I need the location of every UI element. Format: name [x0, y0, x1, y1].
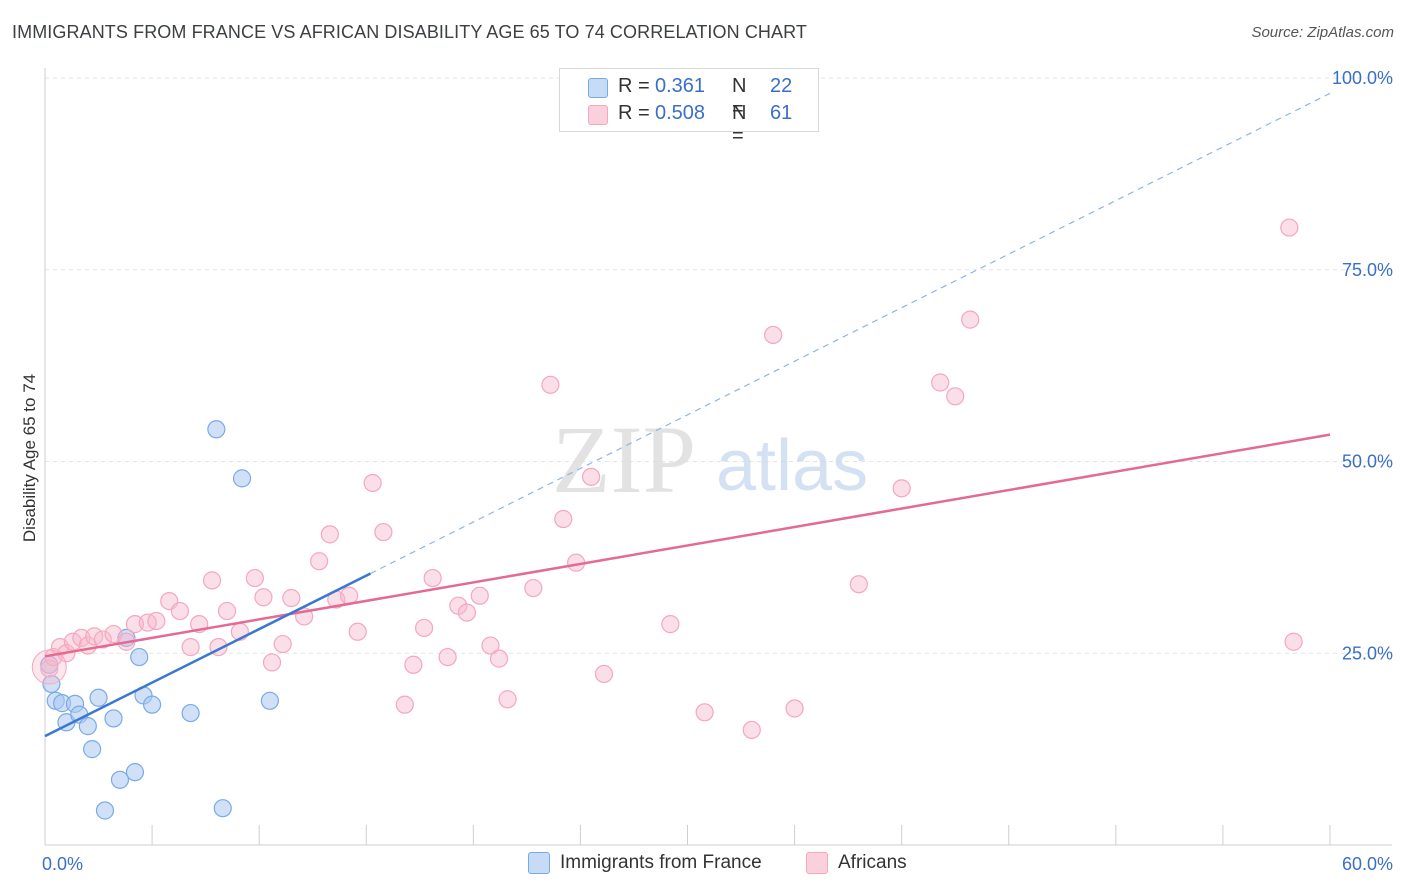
data-point-africans-cluster: [31, 649, 67, 685]
data-point-africans: [374, 522, 393, 542]
data-point-africans: [63, 632, 82, 651]
data-point-africans: [282, 588, 301, 608]
data-point-africans: [489, 649, 509, 668]
bottom-legend-swatch-africans: [806, 852, 828, 874]
trend-line-africans: [44, 433, 1331, 658]
data-point-africans: [217, 601, 237, 621]
data-point-africans: [310, 552, 329, 571]
grid-lines: [45, 77, 1392, 654]
data-point-africans: [320, 525, 339, 544]
data-point-africans: [438, 647, 457, 667]
data-point-france: [130, 647, 149, 667]
legend-r-label: R =: [618, 102, 650, 124]
data-point-france: [89, 688, 108, 707]
stats-legend: R = 0.361 N = 22 R = 0.508 N = 61: [559, 68, 819, 147]
data-point-africans: [785, 699, 804, 718]
data-point-africans: [273, 634, 292, 654]
legend-swatch-africans: [588, 105, 608, 125]
data-point-africans: [147, 611, 166, 631]
data-point-africans: [541, 375, 560, 394]
data-point-france: [78, 717, 97, 736]
bottom-legend-label-france: Immigrants from France: [560, 852, 762, 873]
y-tick-label: 50.0%: [1342, 452, 1393, 472]
data-point-africans: [849, 575, 868, 594]
data-point-africans: [1284, 632, 1303, 651]
data-point-africans: [961, 310, 980, 329]
bottom-legend-label-africans: Africans: [838, 852, 907, 873]
trend-line-france: [44, 572, 372, 738]
data-point-africans: [764, 325, 783, 345]
data-point-france: [142, 695, 162, 714]
x-tick-label: 60.0%: [1342, 854, 1393, 874]
data-point-africans: [363, 473, 382, 493]
y-tick-label: 75.0%: [1342, 260, 1393, 280]
data-point-france: [95, 801, 115, 820]
data-point-africans: [594, 664, 614, 684]
data-point-africans: [892, 479, 911, 498]
legend-n-value: 61: [770, 102, 793, 124]
data-point-africans: [423, 568, 442, 588]
data-point-africans: [554, 509, 573, 529]
legend-r-label: R =: [618, 75, 650, 97]
data-point-africans: [348, 622, 367, 641]
data-point-africans: [931, 373, 950, 392]
data-point-africans: [245, 568, 264, 588]
watermark: ZIP atlas: [552, 406, 868, 513]
tick-labels: 25.0% 50.0% 75.0% 100.0% 0.0% 60.0%: [42, 68, 1393, 874]
legend-n-label: N =: [732, 75, 747, 120]
series-france: [40, 420, 279, 820]
data-point-france: [232, 469, 252, 488]
data-point-france: [83, 740, 102, 759]
trend-extension-france: [370, 92, 1331, 575]
series: [31, 218, 1303, 820]
data-point-africans: [661, 615, 680, 634]
data-point-africans: [254, 588, 273, 607]
data-point-france: [207, 420, 226, 439]
data-point-france: [181, 703, 200, 723]
legend-r-value: 0.508: [655, 102, 706, 124]
axes: [44, 68, 1392, 846]
data-point-africans: [181, 638, 200, 657]
x-tick-label: 0.0%: [42, 854, 83, 874]
data-point-africans: [524, 578, 543, 598]
data-point-africans: [946, 387, 965, 406]
data-point-africans: [457, 603, 477, 622]
legend-n-value: 22: [770, 75, 793, 97]
data-point-africans: [40, 659, 59, 678]
source-note: Source: ZipAtlas.com: [1251, 24, 1394, 41]
legend-n-label: N =: [732, 102, 747, 147]
data-point-france: [125, 763, 145, 782]
data-point-africans: [481, 636, 500, 655]
data-point-africans: [395, 695, 414, 714]
data-point-france: [104, 709, 123, 728]
data-point-africans: [404, 655, 423, 674]
data-point-africans: [170, 601, 190, 621]
data-point-africans: [742, 720, 761, 740]
data-point-africans: [1280, 218, 1299, 237]
bottom-legend-swatch-france: [528, 852, 550, 874]
legend-r-value: 0.361: [655, 75, 706, 97]
data-point-africans: [93, 630, 112, 649]
series-africans: [40, 218, 1303, 740]
data-point-france: [260, 691, 279, 710]
chart-title: IMMIGRANTS FROM FRANCE VS AFRICAN DISABI…: [12, 22, 807, 42]
data-point-africans: [582, 467, 601, 486]
watermark-zip: ZIP: [552, 406, 696, 513]
data-point-africans: [414, 618, 434, 638]
y-tick-label: 25.0%: [1342, 643, 1393, 663]
watermark-atlas: atlas: [716, 426, 868, 506]
trend-lines: [44, 92, 1331, 738]
y-axis-label: Disability Age 65 to 74: [20, 374, 39, 542]
data-point-africans: [695, 703, 714, 722]
data-point-africans: [498, 690, 517, 709]
y-tick-label: 100.0%: [1332, 68, 1393, 88]
data-point-france: [213, 799, 232, 818]
legend-swatch-france: [588, 78, 608, 98]
data-point-africans: [262, 653, 282, 672]
data-point-africans: [470, 586, 489, 605]
data-point-africans: [202, 571, 222, 590]
data-point-france: [110, 770, 130, 789]
